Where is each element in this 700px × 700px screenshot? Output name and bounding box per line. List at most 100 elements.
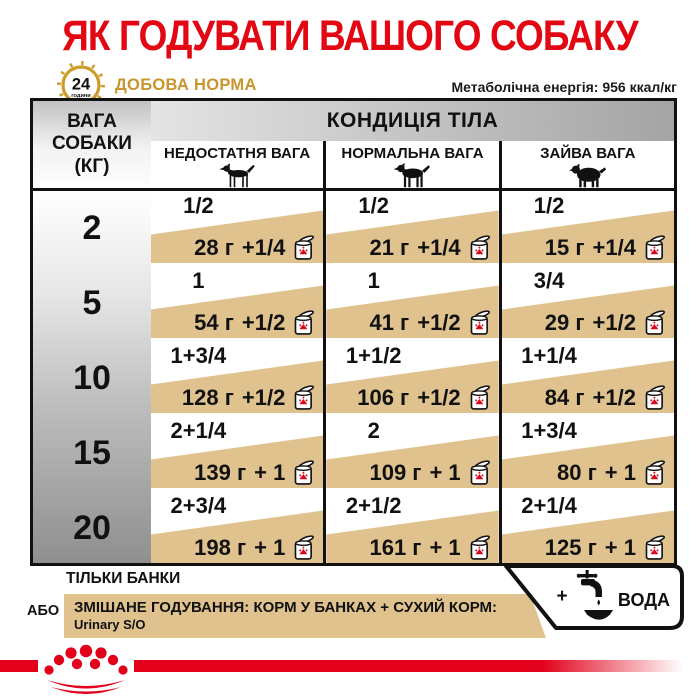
plus-cans-value: + 1 — [604, 460, 636, 485]
clock-hours: 24 — [72, 76, 91, 94]
feeding-cell-underweight: 2+1/4 139 г + 1 — [151, 416, 324, 491]
table-row: 2 1/2 28 г +1/4 1/2 21 г +1/4 1/2 15 г — [33, 191, 674, 266]
cans-only-count: 2+1/2 — [345, 493, 402, 518]
mixed-feeding-amount: 161 г + 1 — [369, 535, 489, 561]
column-header-overweight: ЗАЙВА ВАГА — [498, 141, 674, 188]
can-icon — [469, 385, 490, 411]
can-icon — [469, 535, 490, 561]
grams-value: 41 г — [369, 310, 410, 335]
can-icon — [293, 535, 314, 561]
red-bar-left — [0, 660, 38, 672]
can-icon — [293, 385, 314, 411]
grams-value: 28 г — [194, 235, 234, 260]
weight-column-background — [33, 101, 151, 563]
feeding-cell-normal-weight: 1+1/2 106 г +1/2 — [323, 341, 499, 416]
feeding-cell-underweight: 1/2 28 г +1/4 — [151, 191, 324, 266]
can-icon — [644, 235, 665, 261]
feeding-cell-overweight: 1+3/4 80 г + 1 — [498, 416, 674, 491]
can-icon — [644, 385, 665, 411]
weight-header-line: (КГ) — [74, 155, 110, 177]
cans-only-count: 1+1/4 — [521, 343, 577, 368]
grams-value: 54 г — [194, 310, 234, 335]
can-icon — [644, 535, 665, 561]
column-header-normal-weight: НОРМАЛЬНА ВАГА — [323, 141, 499, 188]
feeding-cell-overweight: 1+1/4 84 г +1/2 — [498, 341, 674, 416]
page-title: ЯК ГОДУВАТИ ВАШОГО СОБАКУ — [62, 12, 638, 60]
grams-value: 106 г — [357, 385, 410, 410]
crown-logo — [44, 644, 128, 694]
weight-header-line: ВАГА — [67, 110, 117, 132]
feeding-cell-underweight: 1+3/4 128 г +1/2 — [151, 341, 324, 416]
can-icon — [644, 310, 665, 336]
fat-dog-icon — [566, 163, 610, 188]
cans-only-count: 2+1/4 — [521, 493, 577, 518]
mixed-feeding-amount: 41 г +1/2 — [369, 310, 489, 336]
feeding-cell-normal-weight: 1/2 21 г +1/4 — [323, 191, 499, 266]
grams-value: 84 г — [544, 385, 585, 410]
normal-dog-icon — [390, 163, 434, 188]
can-icon — [293, 235, 314, 261]
plus-cans-value: +1/4 — [417, 235, 461, 260]
product-name: Urinary S/O — [74, 617, 146, 632]
grams-value: 125 г — [544, 535, 597, 560]
cans-only-label: ТІЛЬКИ БАНКИ — [66, 570, 181, 587]
weight-value: 10 — [73, 359, 111, 397]
weight-column-header: ВАГА СОБАКИ (КГ) — [33, 101, 151, 188]
or-label: АБО — [27, 603, 60, 619]
table-body: 2 1/2 28 г +1/4 1/2 21 г +1/4 1/2 15 г — [33, 191, 674, 566]
cans-only-count: 1 — [192, 268, 205, 293]
water-badge: + ВОДА — [504, 564, 684, 630]
table-row: 5 1 54 г +1/2 1 41 г +1/2 3/4 29 г — [33, 266, 674, 341]
feeding-cell-underweight: 1 54 г +1/2 — [151, 266, 324, 341]
plus-cans-value: +1/2 — [241, 385, 286, 410]
cans-only-count: 1+1/2 — [345, 343, 402, 368]
can-icon — [469, 460, 490, 486]
grams-value: 139 г — [194, 460, 247, 485]
red-bar-right — [134, 660, 700, 672]
plus-cans-value: +1/2 — [592, 385, 636, 410]
feeding-table: КОНДИЦІЯ ТІЛА ВАГА СОБАКИ (КГ) НЕДОСТАТН… — [30, 98, 677, 566]
mixed-feeding-amount: 109 г + 1 — [369, 460, 489, 486]
plus-cans-value: +1/2 — [241, 310, 286, 335]
thin-dog-icon — [215, 163, 259, 188]
mixed-feeding-amount: 15 г +1/4 — [545, 235, 665, 261]
table-header: КОНДИЦІЯ ТІЛА ВАГА СОБАКИ (КГ) НЕДОСТАТН… — [33, 101, 674, 191]
grams-value: 109 г — [369, 460, 422, 485]
plus-cans-value: +1/2 — [417, 385, 461, 410]
weight-value: 15 — [73, 434, 111, 472]
cans-only-count: 2 — [367, 418, 380, 443]
grams-value: 198 г — [194, 535, 247, 560]
cans-only-count: 1+3/4 — [170, 343, 227, 368]
condition-header: КОНДИЦІЯ ТІЛА — [151, 101, 674, 141]
can-icon — [469, 310, 490, 336]
grams-value: 128 г — [181, 385, 234, 410]
plus-cans-value: + 1 — [254, 460, 286, 485]
faucet-water-icon — [576, 570, 613, 620]
plus-cans-value: +1/4 — [241, 235, 286, 260]
condition-columns: НЕДОСТАТНЯ ВАГА НОРМАЛЬНА ВАГА ЗАЙВА ВАГ… — [151, 141, 674, 188]
cans-only-count: 2+3/4 — [170, 493, 227, 518]
plus-cans-value: + 1 — [254, 535, 286, 560]
feeding-cell-overweight: 1/2 15 г +1/4 — [498, 191, 674, 266]
grams-value: 80 г — [557, 460, 597, 485]
cans-only-count: 1+3/4 — [521, 418, 577, 443]
mixed-feeding-amount: 139 г + 1 — [194, 460, 314, 486]
mixed-feeding-amount: 54 г +1/2 — [194, 310, 314, 336]
column-label: ЗАЙВА ВАГА — [540, 145, 636, 162]
feeding-cell-normal-weight: 2 109 г + 1 — [323, 416, 499, 491]
can-icon — [644, 460, 665, 486]
plus-cans-value: +1/2 — [417, 310, 461, 335]
feeding-cell-overweight: 3/4 29 г +1/2 — [498, 266, 674, 341]
plus-cans-value: +1/2 — [592, 310, 636, 335]
can-icon — [293, 310, 314, 336]
cans-only-count: 1 — [367, 268, 380, 293]
mixed-feeding-band: ЗМІШАНЕ ГОДУВАННЯ: КОРМ У БАНКАХ + СУХИЙ… — [64, 594, 546, 638]
table-row: 20 2+3/4 198 г + 1 2+1/2 161 г + 1 2+1/4… — [33, 491, 674, 566]
mixed-feeding-amount: 198 г + 1 — [194, 535, 314, 561]
mixed-feeding-amount: 80 г + 1 — [557, 460, 665, 486]
metabolic-energy: Метаболічна енергія: 956 ккал/кг — [451, 79, 678, 95]
plus-cans-value: + 1 — [604, 535, 636, 560]
table-row: 15 2+1/4 139 г + 1 2 109 г + 1 1+3/4 80 … — [33, 416, 674, 491]
can-icon — [469, 235, 490, 261]
